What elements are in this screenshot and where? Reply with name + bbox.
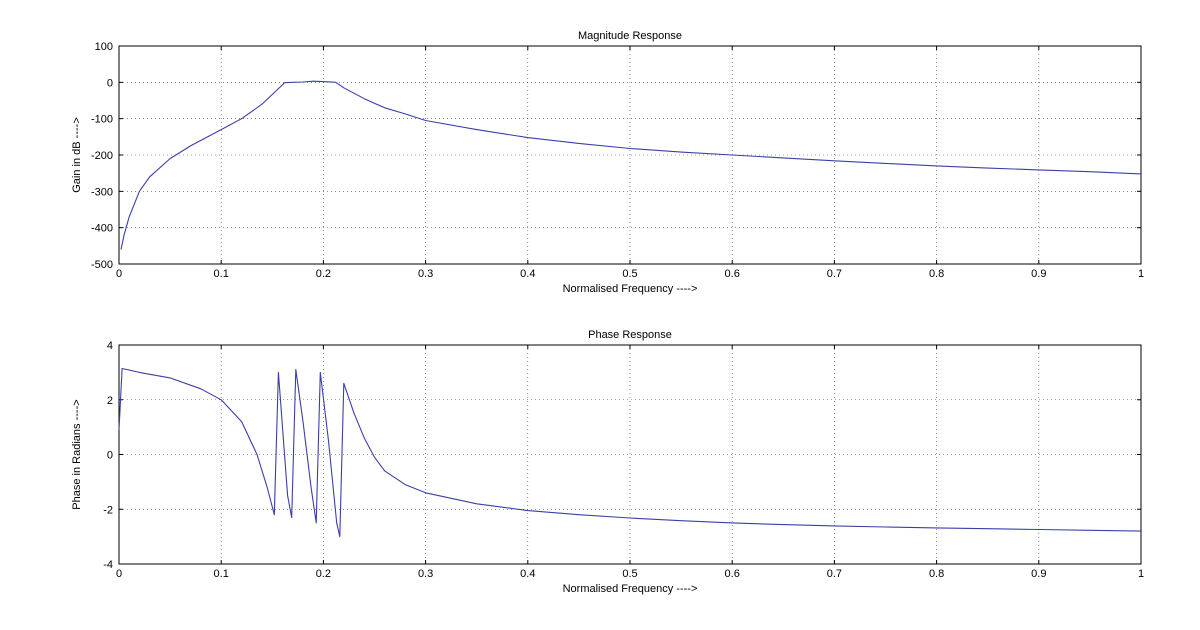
chart-phase-y-tick-label: 4 <box>107 340 113 352</box>
chart-phase-x-tick-label: 1 <box>1138 568 1144 580</box>
chart-magnitude-x-tick-label: 0.8 <box>929 268 944 280</box>
chart-phase-x-tick-label: 0.5 <box>622 568 637 580</box>
chart-magnitude-x-tick-label: 0.2 <box>316 268 331 280</box>
chart-phase-y-tick-label: -4 <box>103 559 113 571</box>
chart-phase-ylabel: Phase in Radians ----> <box>71 399 83 509</box>
chart-magnitude-xlabel: Normalised Frequency ----> <box>563 283 698 295</box>
chart-phase-title: Phase Response <box>588 329 672 341</box>
chart-phase-xlabel: Normalised Frequency ----> <box>563 583 698 595</box>
chart-phase-x-tick-label: 0.8 <box>929 568 944 580</box>
chart-magnitude-y-tick-label: -200 <box>91 150 113 162</box>
chart-magnitude-series-line <box>120 80 1142 250</box>
chart-magnitude-x-tick-label: 0.3 <box>418 268 433 280</box>
chart-magnitude-x-tick-label: 0.9 <box>1031 268 1046 280</box>
chart-magnitude-y-tick-label: -300 <box>91 186 113 198</box>
chart-phase-y-tick-label: 0 <box>107 450 113 462</box>
chart-magnitude-x-tick-label: 1 <box>1138 268 1144 280</box>
chart-phase-x-tick-label: 0.6 <box>725 568 740 580</box>
chart-phase-x-tick-label: 0.9 <box>1031 568 1046 580</box>
chart-magnitude-y-tick-label: -400 <box>91 223 113 235</box>
chart-phase-series-line <box>118 367 1142 538</box>
chart-magnitude-x-tick-label: 0.1 <box>214 268 229 280</box>
chart-magnitude-x-tick-label: 0.7 <box>827 268 842 280</box>
chart-magnitude-x-tick-label: 0 <box>116 268 122 280</box>
chart-magnitude-ylabel: Gain in dB ----> <box>71 117 83 193</box>
chart-phase-x-tick-label: 0 <box>116 568 122 580</box>
chart-phase-x-tick-label: 0.4 <box>520 568 535 580</box>
chart-magnitude-y-tick-label: -500 <box>91 259 113 271</box>
chart-phase-y-tick-label: 2 <box>107 395 113 407</box>
chart-phase-x-tick-label: 0.3 <box>418 568 433 580</box>
chart-phase-x-tick-label: 0.1 <box>214 568 229 580</box>
chart-magnitude-y-tick-label: -100 <box>91 114 113 126</box>
chart-magnitude-title: Magnitude Response <box>578 30 682 42</box>
chart-magnitude-x-tick-label: 0.5 <box>622 268 637 280</box>
chart-phase-x-tick-label: 0.2 <box>316 568 331 580</box>
chart-magnitude-x-tick-label: 0.4 <box>520 268 535 280</box>
chart-phase-y-tick-label: -2 <box>103 504 113 516</box>
chart-magnitude-y-tick-label: 0 <box>107 77 113 89</box>
chart-phase-x-tick-label: 0.7 <box>827 568 842 580</box>
chart-magnitude-y-tick-label: 100 <box>95 41 113 53</box>
chart-magnitude-x-tick-label: 0.6 <box>725 268 740 280</box>
